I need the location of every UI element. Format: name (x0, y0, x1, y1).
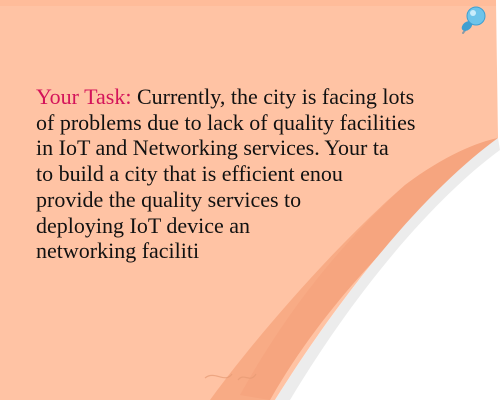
task-line-1: Your Task: Currently, the city is facing… (36, 84, 476, 110)
sketch-mark (204, 373, 257, 381)
task-label: Your Task: (36, 84, 132, 109)
task-line-6: deploying IoT device an (36, 212, 251, 238)
task-description: Your Task: Currently, the city is facing… (36, 84, 476, 264)
task-line-5: provide the quality services to (36, 186, 302, 212)
task-line-3: in IoT and Networking services. Your ta (36, 135, 389, 161)
curl-shadow (275, 138, 500, 400)
sticky-note-shade (0, 0, 496, 6)
push-pin-icon (461, 6, 486, 34)
task-line-1-text: Currently, the city is facing lots (136, 84, 415, 109)
task-line-2: of problems due to lack of quality facil… (36, 109, 416, 135)
task-line-7: networking faciliti (36, 238, 200, 264)
task-line-4: to build a city that is efficient enou (36, 161, 343, 187)
curled-corner-highlight (240, 138, 498, 400)
